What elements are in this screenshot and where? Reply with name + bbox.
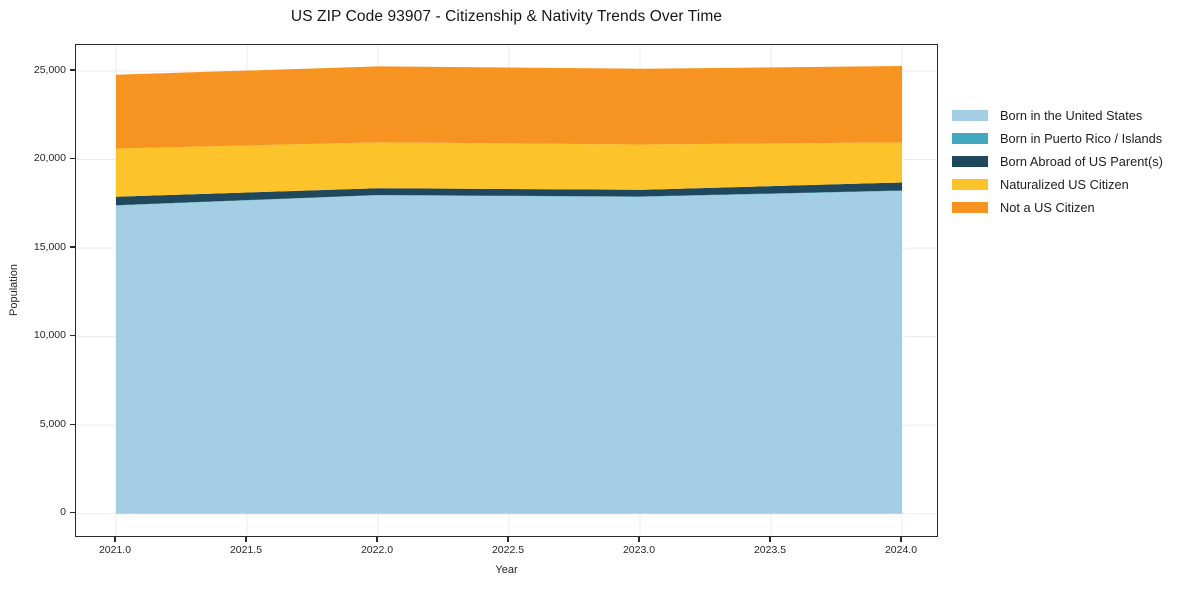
area-born-abroad-of-us-parent-s- bbox=[116, 182, 902, 206]
x-tick-label: 2022.5 bbox=[491, 544, 525, 556]
y-tick-mark bbox=[70, 335, 75, 337]
legend-item: Not a US Citizen bbox=[952, 196, 1163, 219]
legend-item: Born Abroad of US Parent(s) bbox=[952, 150, 1163, 173]
y-tick-label: 0 bbox=[60, 506, 66, 519]
x-tick-mark bbox=[900, 537, 902, 542]
legend-swatch bbox=[952, 156, 988, 167]
area-naturalized-us-citizen bbox=[116, 142, 902, 197]
y-tick-mark bbox=[70, 157, 75, 160]
x-tick-mark bbox=[638, 537, 640, 542]
x-tick-label: 2023.5 bbox=[753, 544, 787, 556]
x-axis-label: Year bbox=[495, 564, 518, 576]
legend-swatch bbox=[952, 202, 988, 213]
legend-swatch bbox=[952, 133, 988, 144]
y-tick-mark bbox=[70, 423, 75, 425]
y-tick-label: 20,000 bbox=[33, 152, 66, 165]
x-tick-label: 2021.5 bbox=[229, 544, 263, 556]
area-not-a-us-citizen bbox=[116, 66, 902, 149]
x-tick-mark bbox=[114, 537, 116, 542]
x-tick-label: 2023.0 bbox=[622, 544, 656, 556]
x-tick-label: 2022.0 bbox=[360, 544, 394, 556]
y-tick-label: 15,000 bbox=[33, 240, 66, 253]
legend-label: Born Abroad of US Parent(s) bbox=[1000, 154, 1163, 169]
y-tick-label: 10,000 bbox=[33, 329, 66, 342]
legend-swatch bbox=[952, 110, 988, 121]
area-born-in-the-united-states bbox=[116, 190, 902, 514]
plot-area bbox=[75, 44, 938, 537]
legend-item: Naturalized US Citizen bbox=[952, 173, 1163, 196]
y-tick-label: 5,000 bbox=[39, 417, 66, 430]
x-tick-mark bbox=[507, 537, 509, 542]
x-tick-mark bbox=[376, 537, 378, 542]
stacked-area-plot bbox=[76, 45, 936, 535]
legend-label: Naturalized US Citizen bbox=[1000, 177, 1129, 192]
y-tick-mark bbox=[70, 69, 75, 71]
x-tick-mark bbox=[769, 537, 771, 542]
x-tick-label: 2024.0 bbox=[884, 544, 918, 556]
legend-item: Born in Puerto Rico / Islands bbox=[952, 127, 1163, 150]
legend-label: Born in Puerto Rico / Islands bbox=[1000, 131, 1163, 146]
legend: Born in the United States Born in Puerto … bbox=[952, 104, 1163, 219]
legend-label: Not a US Citizen bbox=[1000, 200, 1095, 215]
y-axis-label: Population bbox=[8, 264, 20, 316]
x-tick-label: 2021.0 bbox=[98, 544, 132, 556]
y-tick-mark bbox=[70, 246, 75, 248]
x-tick-mark bbox=[245, 537, 247, 542]
y-tick-label: 25,000 bbox=[33, 63, 66, 76]
legend-item: Born in the United States bbox=[952, 104, 1163, 127]
chart-title: US ZIP Code 93907 - Citizenship & Nativi… bbox=[290, 8, 723, 25]
legend-swatch bbox=[952, 179, 988, 190]
legend-label: Born in the United States bbox=[1000, 108, 1143, 123]
y-tick-mark bbox=[70, 512, 75, 514]
